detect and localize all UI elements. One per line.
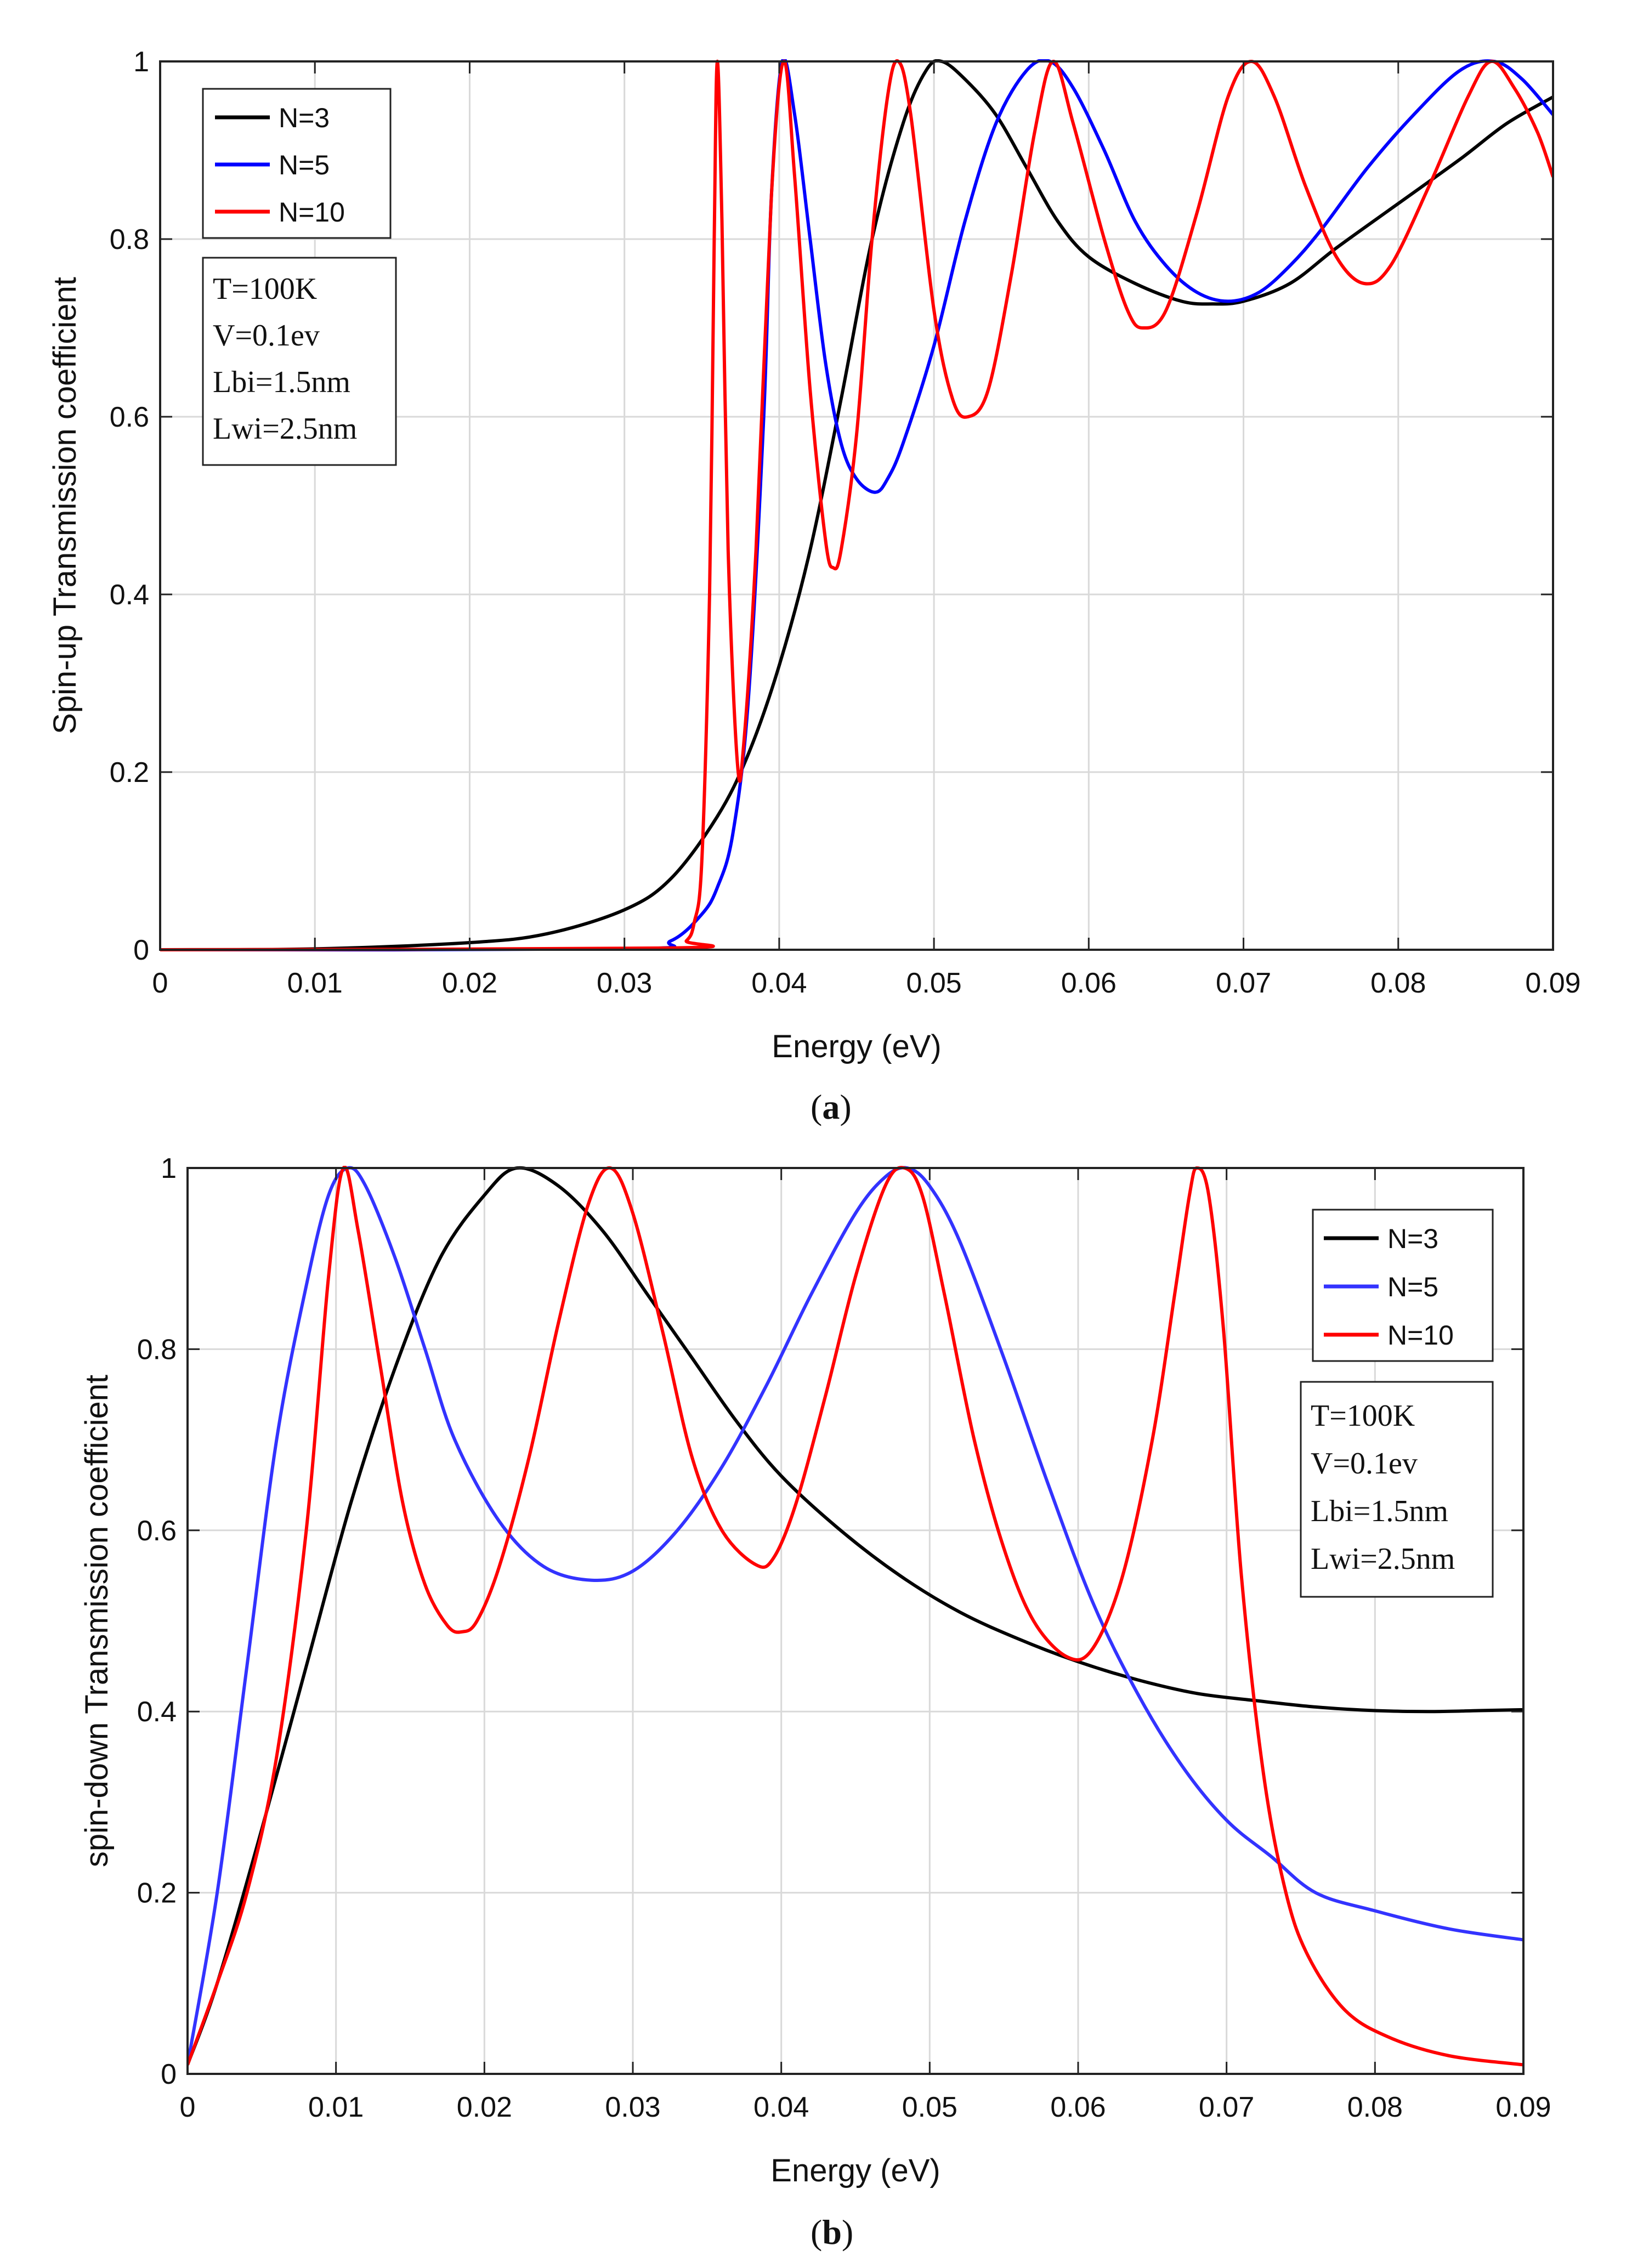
parameter-frame-a	[202, 257, 397, 466]
caption-letter-b: b	[822, 2213, 842, 2252]
x-tick-label: 0	[180, 2091, 196, 2123]
legend-label-a-2: N=10	[279, 197, 345, 228]
caption-a: (a)	[811, 1087, 852, 1126]
x-tick-label: 0.07	[1216, 967, 1271, 999]
x-axis-label-a: Energy (eV)	[772, 1029, 941, 1064]
ticks-b: 0 0.01 0.02 0.03 0.04 0.05 0.06 0.07 0.08 0.09 0 0.…	[137, 1153, 1551, 2123]
x-tick-label: 0.04	[753, 2091, 809, 2123]
x-tick-label: 0.01	[308, 2091, 364, 2123]
legend-label-a-0: N=3	[279, 103, 330, 133]
x-tick-label: 0.06	[1061, 967, 1117, 999]
legend-label-b-2: N=10	[1387, 1320, 1454, 1351]
x-tick-label: 0.02	[457, 2091, 512, 2123]
x-tick-label: 0.01	[287, 967, 343, 999]
series-line-n-10	[160, 59, 1553, 951]
chart-panel-a: 0 0.01 0.02 0.03 0.04 0.05 0.06 0.07 0.08 0.09 0 0.…	[47, 46, 1581, 1126]
legend-b: N=3 N=5 N=10	[1312, 1209, 1494, 1362]
x-tick-label: 0.09	[1525, 967, 1580, 999]
y-tick-label: 1	[161, 1153, 177, 1184]
x-tick-label: 0.09	[1495, 2091, 1551, 2123]
series-b	[188, 1166, 1523, 2067]
chart-panel-b: 0 0.01 0.02 0.03 0.04 0.05 0.06 0.07 0.08 0.09 0 0.…	[79, 1153, 1551, 2252]
series-line-n-10	[188, 1166, 1523, 2067]
x-tick-label: 0.04	[751, 967, 807, 999]
series-line-n-5	[188, 1166, 1523, 2066]
param-well-width-b: Lwi=2.5nm	[1311, 1542, 1455, 1576]
legend-label-b-1: N=5	[1387, 1272, 1438, 1302]
y-tick-label: 0.2	[110, 757, 149, 789]
param-barrier-width-a: Lbi=1.5nm	[213, 365, 350, 399]
y-tick-label: 0.2	[137, 1878, 177, 1909]
y-tick-label: 1	[133, 46, 149, 78]
series-line-n-3	[188, 1166, 1523, 2066]
x-axis-label-b: Energy (eV)	[770, 2153, 940, 2188]
series-line-n-5	[160, 59, 1553, 952]
y-tick-label: 0.6	[137, 1515, 177, 1547]
param-voltage-a: V=0.1ev	[213, 319, 320, 353]
parameter-frame-b	[1300, 1381, 1494, 1598]
caption-letter-a: a	[822, 1087, 840, 1126]
legend-label-b-0: N=3	[1387, 1223, 1438, 1254]
y-tick-label: 0.8	[110, 224, 149, 256]
plot-frame-a	[159, 60, 1554, 951]
y-axis-label-b: spin-down Transmission coefficient	[79, 1375, 115, 1867]
plot-frame-b	[186, 1167, 1525, 2075]
x-tick-label: 0.06	[1050, 2091, 1106, 2123]
y-tick-label: 0.6	[110, 401, 149, 433]
x-tick-label: 0.02	[442, 967, 497, 999]
caption-b: (b)	[811, 2213, 853, 2252]
x-tick-label: 0.05	[906, 967, 962, 999]
y-tick-label: 0.4	[137, 1696, 177, 1728]
series-a	[160, 59, 1553, 952]
param-barrier-width-b: Lbi=1.5nm	[1311, 1494, 1448, 1528]
legend-label-a-1: N=5	[279, 150, 330, 180]
ticks-a: 0 0.01 0.02 0.03 0.04 0.05 0.06 0.07 0.08 0.09 0 0.…	[110, 46, 1581, 999]
y-tick-label: 0.4	[110, 579, 149, 611]
y-tick-label: 0	[161, 2059, 177, 2090]
y-tick-label: 0.8	[137, 1334, 177, 1365]
x-tick-label: 0.08	[1370, 967, 1426, 999]
param-temperature-b: T=100K	[1311, 1399, 1415, 1433]
param-temperature-a: T=100K	[213, 272, 317, 306]
parameter-box-b: T=100K V=0.1ev Lbi=1.5nm Lwi=2.5nm	[1300, 1381, 1494, 1598]
y-axis-label-a: Spin-up Transmission coefficient	[47, 277, 83, 734]
param-voltage-b: V=0.1ev	[1311, 1447, 1418, 1481]
x-tick-label: 0.03	[605, 2091, 660, 2123]
x-tick-label: 0.03	[597, 967, 652, 999]
x-tick-label: 0.07	[1199, 2091, 1254, 2123]
x-tick-label: 0.05	[902, 2091, 957, 2123]
x-tick-label: 0	[152, 967, 168, 999]
x-tick-label: 0.08	[1347, 2091, 1403, 2123]
legend-a: N=3 N=5 N=10	[202, 88, 392, 239]
parameter-box-a: T=100K V=0.1ev Lbi=1.5nm Lwi=2.5nm	[202, 257, 397, 466]
y-tick-label: 0	[133, 934, 149, 966]
param-well-width-a: Lwi=2.5nm	[213, 412, 357, 446]
